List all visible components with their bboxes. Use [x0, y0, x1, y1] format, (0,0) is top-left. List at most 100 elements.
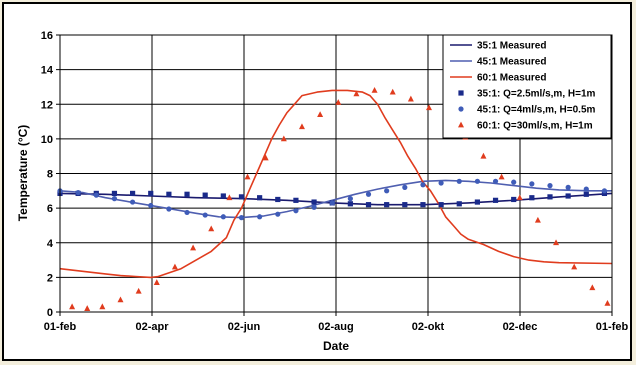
data-point	[226, 194, 233, 201]
data-point	[534, 216, 541, 223]
data-point	[480, 152, 487, 159]
data-point	[474, 199, 481, 205]
legend-box	[442, 34, 612, 139]
data-point	[275, 196, 281, 203]
data-point	[111, 196, 118, 202]
data-point	[84, 305, 91, 311]
data-point	[117, 296, 124, 303]
data-point	[280, 135, 287, 142]
x-tick-label: 02-aug	[318, 321, 353, 333]
data-point	[583, 191, 589, 197]
data-point	[384, 188, 390, 194]
series-45-1-measured	[59, 179, 612, 219]
legend-swatch	[458, 106, 464, 112]
plot-area-border	[59, 34, 613, 313]
data-point	[202, 192, 208, 198]
y-tick-label: 14	[41, 65, 54, 77]
data-point	[389, 88, 396, 95]
data-point	[474, 178, 481, 184]
data-point	[353, 90, 360, 97]
data-point	[262, 154, 269, 161]
data-point	[220, 214, 226, 220]
y-tick-label: 16	[41, 30, 53, 42]
data-point	[456, 178, 462, 184]
data-point	[529, 181, 535, 187]
data-point	[571, 263, 578, 270]
data-point	[420, 182, 426, 188]
data-point	[365, 191, 372, 197]
data-point	[438, 202, 444, 208]
data-point	[402, 202, 408, 208]
y-axis-title: Temperature (°C)	[16, 125, 30, 222]
data-point	[293, 197, 299, 203]
data-point	[69, 303, 76, 310]
y-tick-label: 12	[41, 99, 53, 111]
series-line	[59, 179, 612, 219]
data-point	[516, 194, 523, 201]
data-point	[420, 202, 426, 208]
series-60-1-measured	[59, 89, 613, 279]
data-point	[553, 239, 560, 246]
data-point	[529, 195, 535, 201]
data-point	[365, 202, 372, 208]
data-point	[402, 184, 408, 190]
data-point	[148, 190, 154, 197]
data-point	[347, 201, 353, 207]
data-point	[171, 263, 178, 270]
x-tick-label: 02-apr	[135, 321, 169, 333]
y-tick-label: 0	[47, 307, 53, 319]
y-tick-label: 10	[41, 134, 53, 146]
y-tick-label: 8	[47, 169, 53, 181]
y-tick-label: 6	[47, 203, 53, 215]
x-tick-label: 01-feb	[44, 321, 77, 333]
data-point	[583, 186, 589, 192]
data-point	[511, 179, 517, 185]
data-point	[93, 192, 99, 198]
legend: 35:1 Measured 45:1 Measured 60:1 Measured 3…	[442, 34, 612, 139]
x-tick-label: 01-feb	[596, 321, 629, 333]
data-point	[601, 188, 608, 194]
data-point	[220, 193, 226, 199]
data-point	[166, 191, 172, 197]
data-point	[547, 183, 553, 189]
legend-label: 45:1 Measured	[477, 57, 546, 68]
data-point	[148, 202, 154, 209]
legend-swatch	[458, 90, 464, 96]
data-point	[384, 202, 390, 208]
data-point	[547, 194, 553, 200]
data-point	[589, 284, 596, 291]
x-axis-title: Date	[323, 339, 349, 353]
data-point	[311, 199, 317, 205]
data-point	[511, 196, 517, 203]
data-point	[329, 200, 335, 206]
x-tick-label: 02-jun	[228, 321, 261, 333]
data-point	[438, 180, 444, 186]
data-point	[129, 190, 136, 197]
data-point	[298, 123, 305, 130]
x-tick-label: 02-dec	[503, 321, 538, 333]
series-line	[59, 89, 613, 279]
data-point	[166, 206, 172, 212]
y-tick-label: 4	[47, 238, 54, 250]
data-point	[407, 95, 414, 102]
data-point	[257, 214, 263, 220]
data-point	[208, 225, 215, 232]
data-point	[153, 279, 160, 285]
data-point	[498, 173, 505, 180]
data-point	[456, 201, 462, 207]
y-tick-label: 2	[47, 272, 53, 284]
data-point	[184, 191, 190, 197]
data-point	[604, 299, 611, 306]
data-point	[317, 111, 324, 118]
data-point	[190, 244, 197, 251]
legend-label: 45:1: Q=4ml/s,m, H=0.5m	[477, 105, 596, 116]
data-point	[99, 303, 106, 310]
data-point	[371, 87, 378, 93]
data-point	[238, 215, 245, 221]
legend-label: 60:1: Q=30ml/s,m, H=1m	[477, 121, 593, 132]
data-point	[311, 204, 317, 210]
legend-label: 35:1: Q=2.5ml/s,m, H=1m	[477, 89, 596, 100]
data-point	[238, 194, 245, 200]
data-point	[565, 184, 571, 190]
